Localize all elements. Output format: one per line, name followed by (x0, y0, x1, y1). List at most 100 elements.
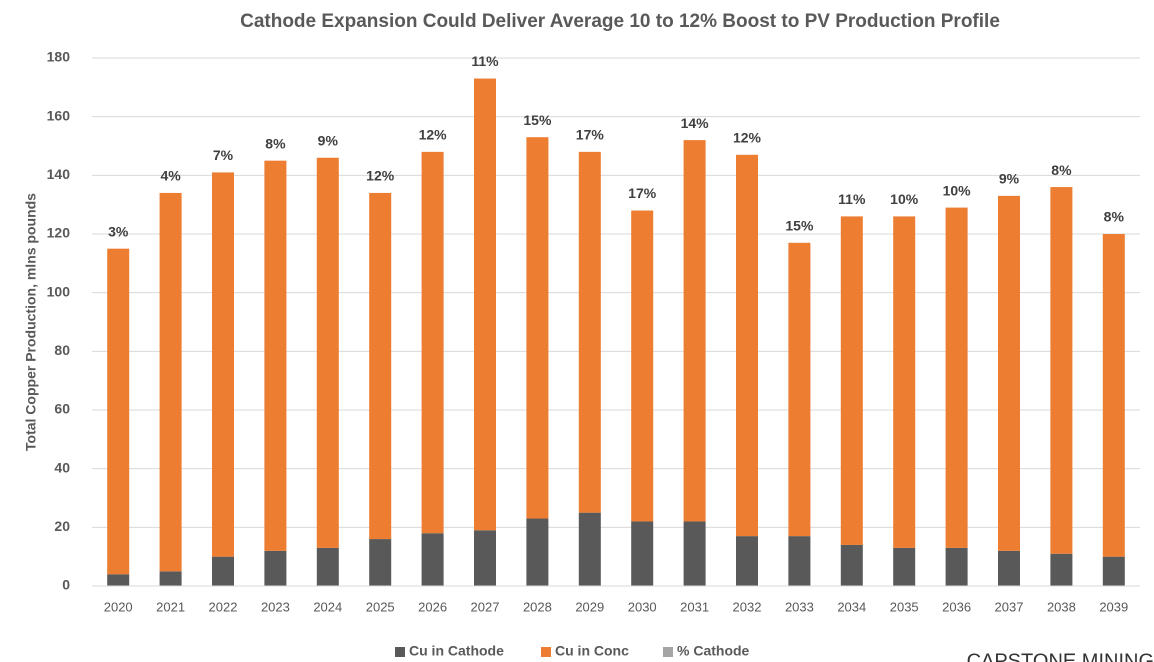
legend-label: Cu in Cathode (409, 643, 504, 659)
x-tick-label: 2020 (104, 599, 133, 614)
data-label: 14% (681, 115, 710, 131)
bar-segment (735, 154, 759, 537)
bar-segment (316, 547, 339, 586)
bar-segment (421, 533, 444, 586)
data-label: 10% (890, 191, 919, 207)
watermark: CAPSTONE MINING (967, 650, 1154, 662)
bar-segment (1050, 553, 1073, 586)
bar-segment (788, 242, 811, 537)
data-label: 15% (785, 218, 814, 234)
bar-segment (683, 521, 706, 586)
x-tick-label: 2032 (733, 599, 762, 614)
bar-segment (840, 544, 863, 586)
y-tick-label: 60 (54, 401, 70, 417)
bar-segment (683, 140, 706, 522)
bar-segment (159, 571, 182, 586)
bar-segment (840, 216, 863, 545)
x-tick-label: 2029 (575, 599, 604, 614)
data-label: 11% (471, 53, 499, 69)
data-label: 12% (419, 127, 448, 143)
x-tick-label: 2028 (523, 599, 552, 614)
bar-segment (997, 195, 1021, 551)
bar-segment (997, 550, 1021, 586)
legend-label: Cu in Conc (555, 643, 629, 659)
bar-segment (211, 172, 235, 557)
bar-segment (473, 78, 497, 531)
bar-segment (631, 521, 654, 586)
y-tick-label: 140 (47, 166, 71, 182)
x-tick-label: 2033 (785, 599, 814, 614)
bar-segment (735, 536, 759, 586)
x-tick-label: 2023 (261, 599, 290, 614)
bar-segment (159, 192, 182, 572)
legend-swatch (663, 647, 673, 657)
legend-swatch (395, 647, 405, 657)
bar-segment (473, 530, 497, 586)
x-tick-label: 2024 (313, 599, 342, 614)
bar-segment (369, 539, 392, 586)
bar-segment (1102, 234, 1125, 557)
data-label: 12% (733, 130, 762, 146)
bar-segment (578, 512, 601, 586)
bar-segment (264, 160, 287, 551)
data-label: 7% (213, 147, 234, 163)
data-label: 8% (1104, 209, 1125, 225)
bar-segment (526, 518, 549, 586)
bar-segment (316, 157, 339, 548)
bar-segment (369, 192, 392, 540)
data-label: 4% (160, 168, 181, 184)
data-label: 9% (318, 132, 339, 148)
bar-segment (578, 151, 601, 513)
x-tick-label: 2021 (156, 599, 185, 614)
bar-segment (1102, 556, 1125, 586)
bar-segment (421, 151, 444, 534)
y-tick-label: 160 (47, 107, 71, 123)
y-axis-label: Total Copper Production, mlns pounds (23, 193, 39, 451)
bar-segment (526, 137, 549, 519)
y-tick-label: 120 (47, 225, 71, 241)
x-tick-label: 2030 (628, 599, 657, 614)
chart-title: Cathode Expansion Could Deliver Average … (240, 11, 1000, 32)
bar-segment (893, 547, 916, 586)
x-tick-label: 2037 (995, 599, 1024, 614)
data-label: 17% (576, 127, 605, 143)
data-label: 8% (1051, 162, 1072, 178)
bar-segment (945, 207, 968, 548)
x-tick-label: 2036 (942, 599, 971, 614)
legend-label: % Cathode (677, 643, 750, 659)
y-tick-label: 80 (54, 342, 70, 358)
y-tick-label: 100 (47, 283, 71, 299)
data-label: 12% (366, 168, 395, 184)
x-tick-label: 2026 (418, 599, 447, 614)
bar-segment (788, 536, 811, 586)
bar-segment (631, 210, 654, 522)
data-label: 10% (943, 182, 972, 198)
data-label: 11% (838, 191, 866, 207)
y-tick-label: 20 (54, 518, 70, 534)
bar-segment (211, 556, 235, 586)
bar-segment (893, 216, 916, 548)
x-tick-label: 2022 (209, 599, 238, 614)
bar-segment (107, 574, 130, 586)
data-label: 15% (523, 112, 552, 128)
y-tick-label: 40 (54, 459, 70, 475)
x-tick-label: 2039 (1099, 599, 1128, 614)
bar-segment (107, 248, 130, 575)
data-label: 8% (265, 135, 286, 151)
x-tick-label: 2034 (837, 599, 866, 614)
y-tick-label: 0 (62, 577, 70, 593)
bar-segment (264, 550, 287, 586)
x-tick-label: 2031 (680, 599, 709, 614)
x-tick-label: 2038 (1047, 599, 1076, 614)
y-tick-label: 180 (47, 49, 71, 65)
data-label: 17% (628, 185, 657, 201)
legend-swatch (541, 647, 551, 657)
x-tick-label: 2027 (471, 599, 500, 614)
x-tick-label: 2035 (890, 599, 919, 614)
data-label: 3% (108, 223, 129, 239)
bar-segment (945, 547, 968, 586)
bar-segment (1050, 187, 1073, 554)
x-tick-label: 2025 (366, 599, 395, 614)
data-label: 9% (999, 171, 1020, 187)
